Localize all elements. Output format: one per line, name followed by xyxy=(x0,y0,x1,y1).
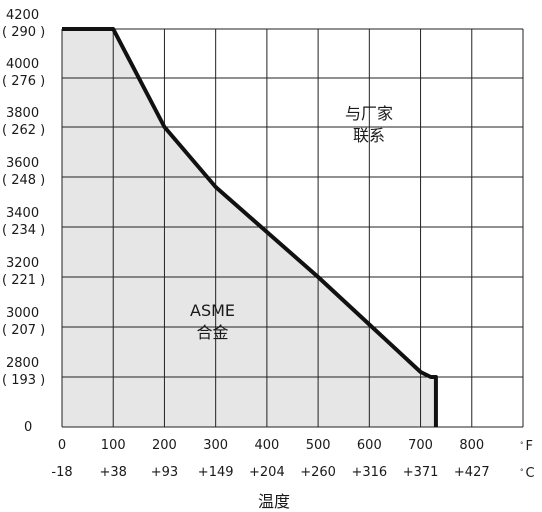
x-tick-label-c: +316 xyxy=(351,465,388,480)
x-tick-label-f: 600 xyxy=(356,438,382,453)
x-tick-label-f: 500 xyxy=(305,438,331,453)
y-tick-label-psi: 0 xyxy=(24,420,33,435)
x-tick-label-f: 400 xyxy=(254,438,280,453)
pressure-rating-line xyxy=(62,27,438,427)
annotation-outside-region: 与厂家 联系 xyxy=(345,103,393,147)
x-tick-label-c: +38 xyxy=(99,465,127,480)
x-tick-label-f: 700 xyxy=(408,438,433,453)
y-tick-label-bar: ( 193 ) xyxy=(2,373,46,388)
y-tick-label-bar: ( 276 ) xyxy=(2,74,46,89)
x-tick-label-c: +93 xyxy=(150,465,179,480)
y-tick-label-psi: 4000 xyxy=(6,57,40,72)
y-tick-label-psi: 3400 xyxy=(6,206,40,221)
x-unit-fahrenheit: ° F xyxy=(520,439,533,454)
y-tick-label-bar: ( 248 ) xyxy=(2,173,46,188)
x-tick-label-c: +204 xyxy=(249,465,285,480)
x-axis-title: 温度 xyxy=(257,492,290,511)
x-tick-label-c: +427 xyxy=(453,465,490,480)
x-tick-label-c: +371 xyxy=(402,465,439,480)
x-tick-label-c: +260 xyxy=(300,465,336,480)
annotation-inside-line1: ASME xyxy=(190,301,236,320)
x-tick-label-f: 300 xyxy=(203,438,229,453)
y-tick-label-psi: 3000 xyxy=(6,306,40,321)
y-tick-label-bar: ( 262 ) xyxy=(2,123,46,138)
y-tick-label-bar: ( 221 ) xyxy=(2,273,46,288)
annotation-outside-line2: 联系 xyxy=(353,126,386,145)
x-tick-label-f: 800 xyxy=(459,438,485,453)
y-tick-label-psi: 3200 xyxy=(6,256,40,271)
annotation-inside-region: ASME 合金 xyxy=(190,300,235,344)
y-tick-label-bar: ( 207 ) xyxy=(2,323,46,338)
x-tick-label-f: 0 xyxy=(57,438,67,453)
y-tick-label-psi: 3600 xyxy=(6,156,40,171)
x-tick-label-f: 200 xyxy=(152,438,177,453)
x-tick-label-c: +149 xyxy=(197,465,234,480)
allowable-region-fill xyxy=(62,29,436,427)
x-tick-label-f: 100 xyxy=(100,438,126,453)
x-tick-label-c: -18 xyxy=(51,465,73,480)
y-tick-label-bar: ( 290 ) xyxy=(2,25,46,40)
x-unit-celsius: ° C xyxy=(520,466,535,481)
y-tick-label-psi: 2800 xyxy=(6,356,40,371)
y-tick-label-psi: 4200 xyxy=(6,8,40,23)
annotation-outside-line1: 与厂家 xyxy=(345,104,394,123)
y-tick-label-psi: 3800 xyxy=(6,106,40,121)
annotation-inside-line2: 合金 xyxy=(196,323,229,342)
y-tick-label-bar: ( 234 ) xyxy=(2,223,46,238)
